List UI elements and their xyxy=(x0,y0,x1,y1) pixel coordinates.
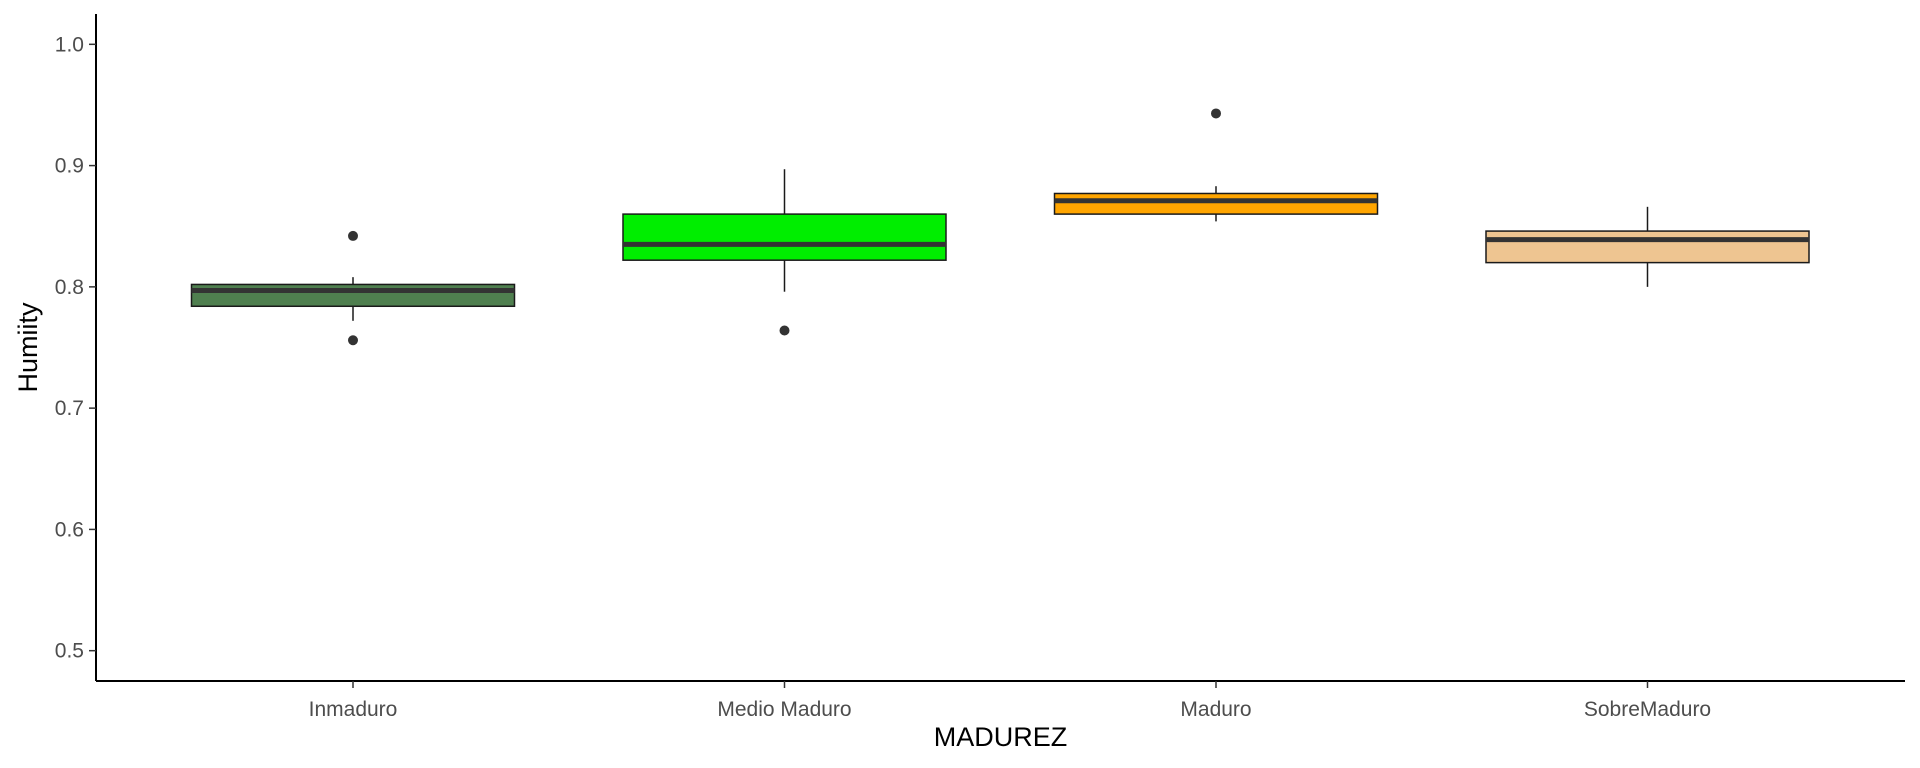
box-iqr xyxy=(1485,230,1810,264)
x-axis-ticks: Inmaduro Medio Maduro Maduro SobreMaduro xyxy=(309,681,1711,721)
outlier-point xyxy=(348,335,358,346)
outlier-point xyxy=(348,230,358,241)
outlier-point xyxy=(1211,108,1221,119)
box-iqr xyxy=(1053,192,1379,215)
y-tick-label: 0.7 xyxy=(55,397,84,420)
box-group xyxy=(622,169,947,336)
y-tick-label: 0.9 xyxy=(55,155,84,178)
x-tick-label: SobreMaduro xyxy=(1584,698,1711,721)
y-axis-ticks: 0.5 0.6 0.7 0.8 0.9 1.0 xyxy=(55,33,96,663)
box-iqr xyxy=(190,283,516,308)
box-group xyxy=(1485,206,1810,287)
y-tick-label: 1.0 xyxy=(55,33,84,56)
x-tick-label: Medio Maduro xyxy=(717,698,851,721)
x-tick-label: Maduro xyxy=(1180,698,1251,721)
y-axis-title: Humiity xyxy=(13,302,43,393)
x-tick-label: Inmaduro xyxy=(309,698,398,721)
outlier-point xyxy=(779,325,790,336)
box-group xyxy=(1053,108,1379,222)
plot-marks xyxy=(190,108,1810,346)
x-axis-title: MADUREZ xyxy=(934,722,1068,752)
y-tick-label: 0.8 xyxy=(55,276,84,299)
box-group xyxy=(190,230,516,346)
box-iqr xyxy=(622,213,947,261)
y-tick-label: 0.6 xyxy=(55,518,84,541)
y-tick-label: 0.5 xyxy=(55,640,84,663)
